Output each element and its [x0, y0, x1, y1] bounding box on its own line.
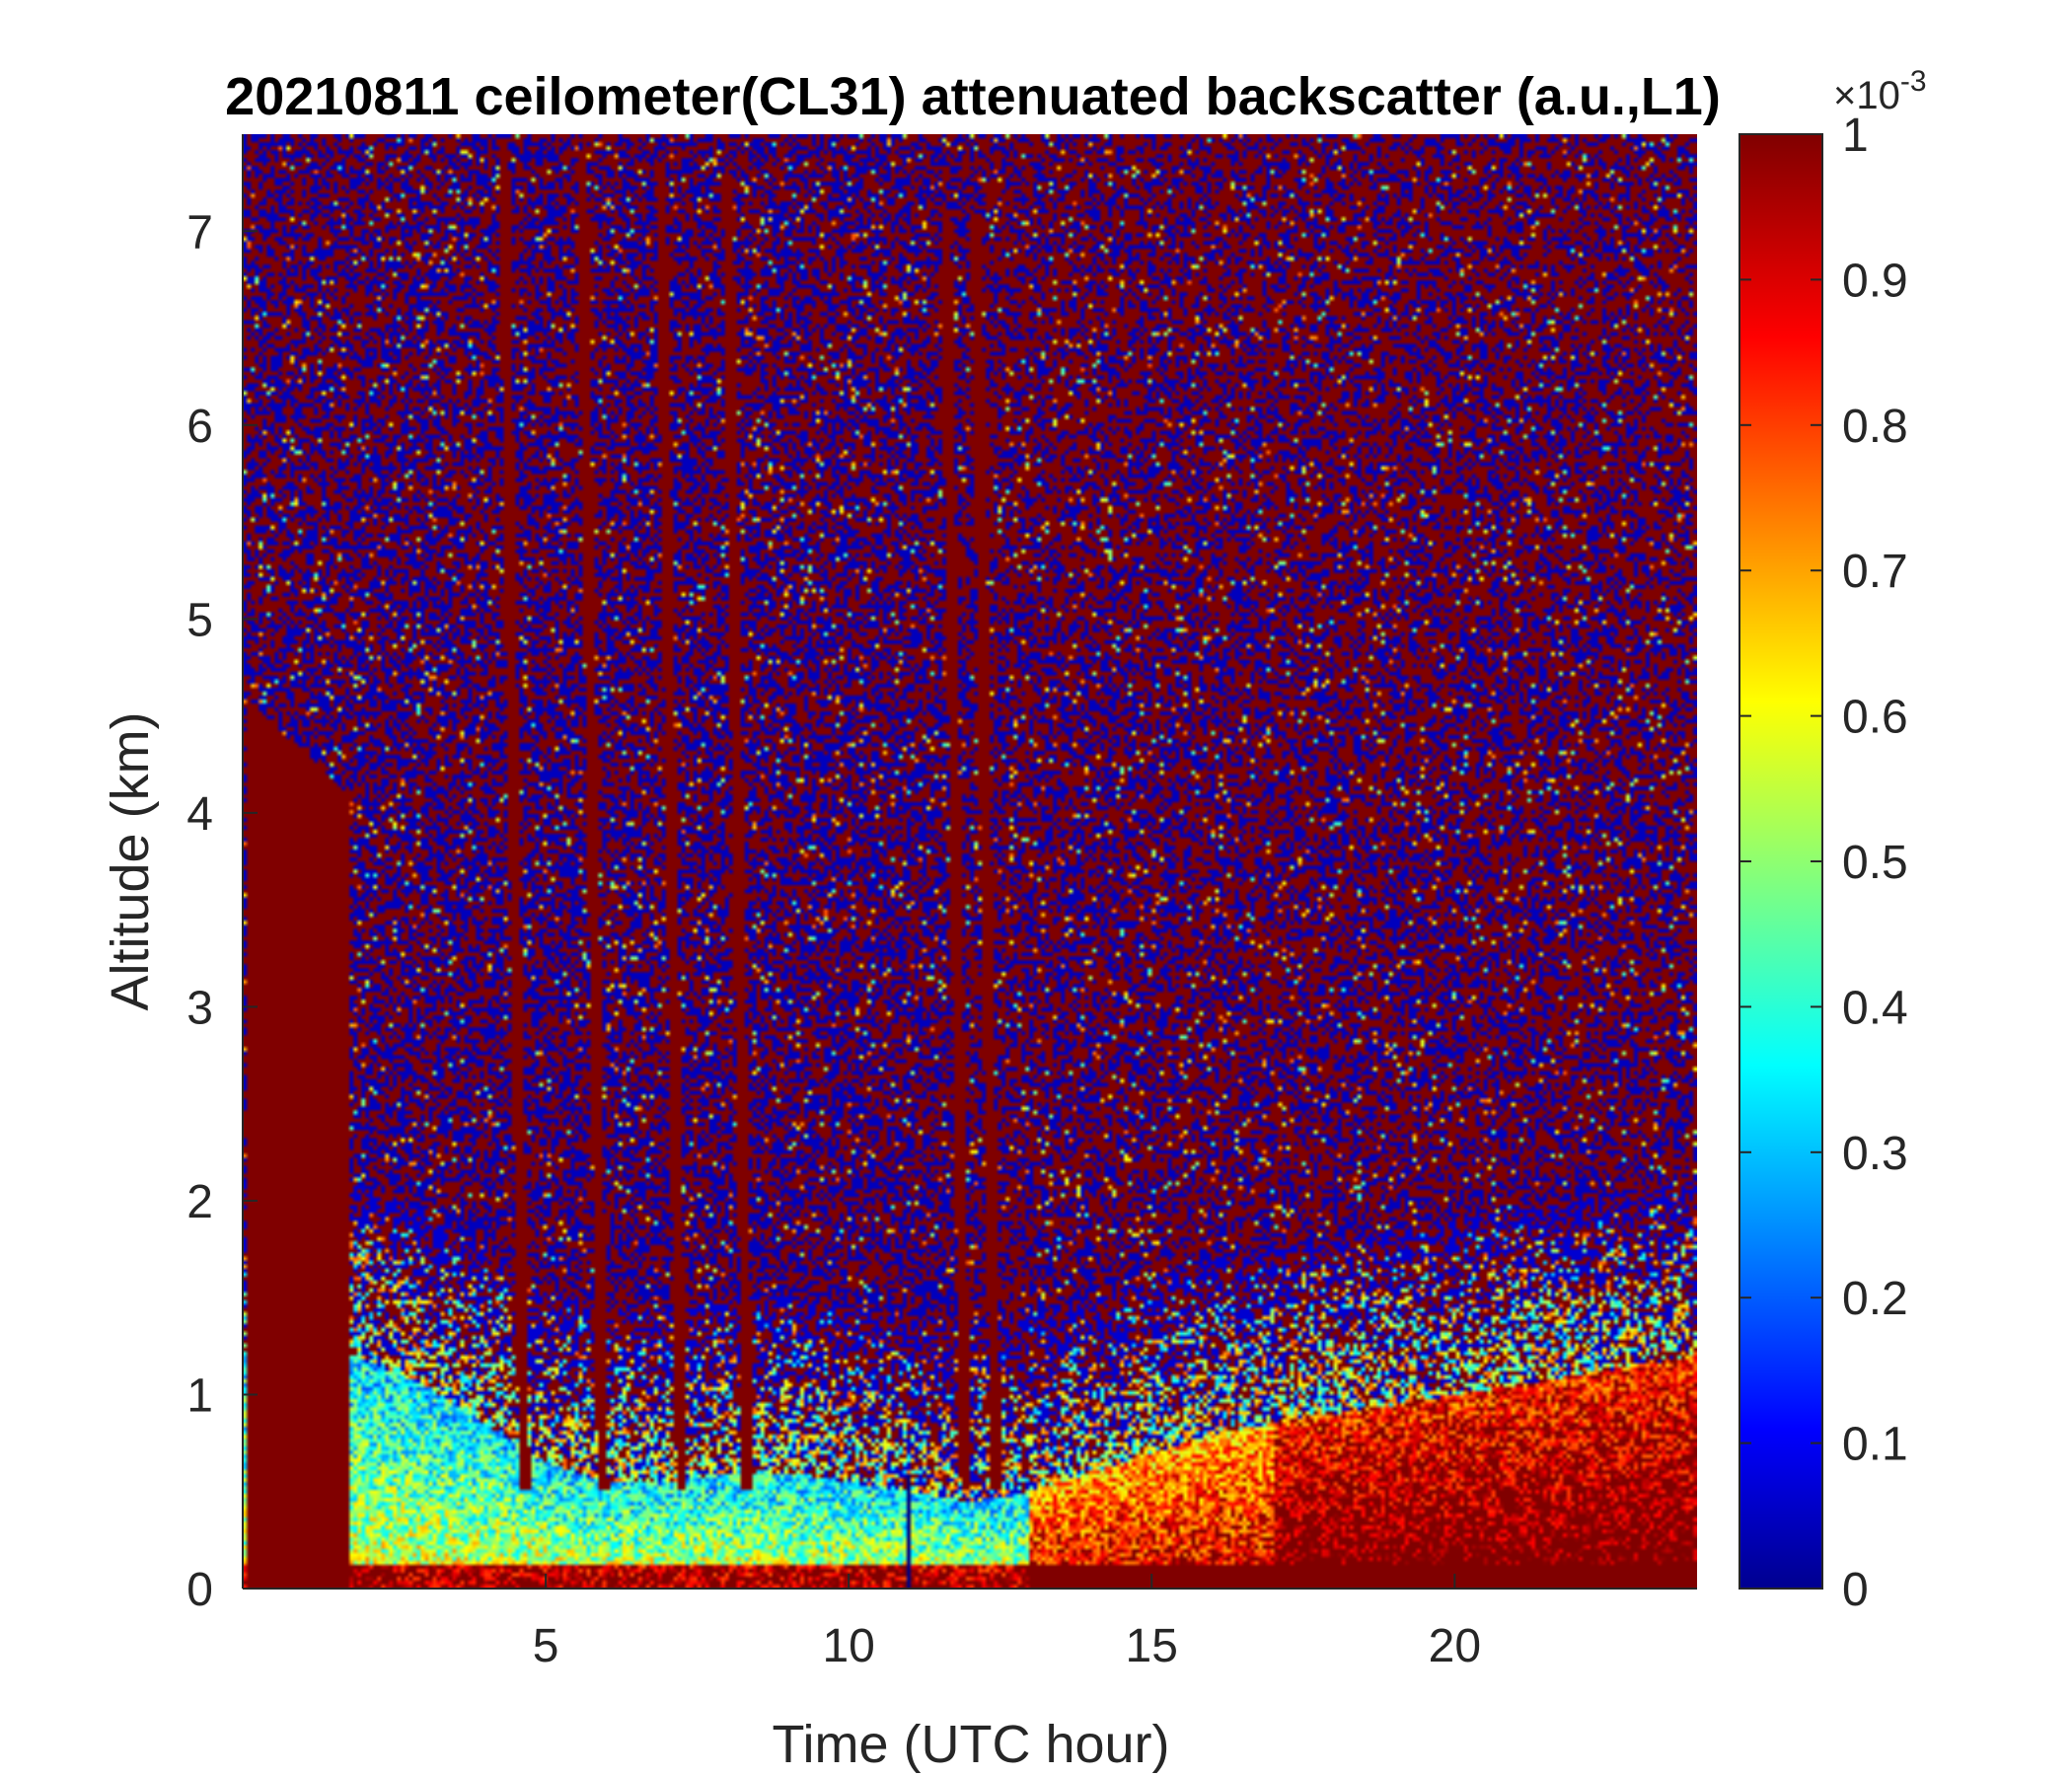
y-tick-label: 4: [186, 788, 213, 841]
colorbar-exponent-base: ×10: [1833, 74, 1900, 117]
backscatter-heatmap: [243, 134, 1697, 1589]
colorbar-gradient: [1739, 133, 1823, 1590]
colorbar-tick-label: 0.2: [1842, 1273, 1908, 1325]
colorbar-exponent-power: -3: [1900, 65, 1927, 98]
colorbar-tick-label: 0.9: [1842, 255, 1908, 307]
colorbar-tick-label: 0.6: [1842, 692, 1908, 744]
colorbar-ticks: 0 0.1 0.2 0.3 0.4 0.5 0.6 0.7 0.8 0.9 1: [1739, 110, 1908, 1616]
y-tick-label: 6: [186, 401, 213, 453]
y-axis-label: Altitude (km): [101, 711, 160, 1010]
y-tick-label: 3: [186, 982, 213, 1034]
colorbar-tick-label: 0.3: [1842, 1128, 1908, 1180]
y-tick-label: 0: [186, 1564, 213, 1616]
colorbar-tick-label: 0.1: [1842, 1419, 1908, 1471]
colorbar-exponent: ×10-3: [1833, 65, 1927, 117]
y-tick-label: 7: [186, 206, 213, 259]
colorbar-tick-label: 0.7: [1842, 546, 1908, 598]
x-tick-label: 5: [533, 1620, 559, 1672]
y-tick-label: 1: [186, 1369, 213, 1422]
colorbar-tick-label: 0.8: [1842, 401, 1908, 453]
y-axis-ticks: 0 1 2 3 4 5 6 7: [186, 206, 258, 1616]
colorbar-tick-label: 0: [1842, 1564, 1869, 1616]
y-tick-label: 5: [186, 594, 213, 646]
colorbar-tick-label: 1: [1842, 110, 1869, 162]
colorbar-tick-label: 0.5: [1842, 837, 1908, 889]
x-axis-label: Time (UTC hour): [772, 1715, 1169, 1774]
colorbar: 0 0.1 0.2 0.3 0.4 0.5 0.6 0.7 0.8 0.9 1 ×10-3: [1739, 65, 1927, 1616]
x-axis-ticks: 5 10 15 20: [533, 1574, 1481, 1672]
plot-area: [243, 134, 1697, 1589]
x-tick-label: 20: [1429, 1620, 1481, 1672]
x-tick-label: 15: [1126, 1620, 1178, 1672]
y-tick-label: 2: [186, 1176, 213, 1228]
colorbar-tick-label: 0.4: [1842, 982, 1908, 1034]
x-tick-label: 10: [822, 1620, 874, 1672]
chart-title: 20210811 ceilometer(CL31) attenuated bac…: [225, 67, 1721, 126]
